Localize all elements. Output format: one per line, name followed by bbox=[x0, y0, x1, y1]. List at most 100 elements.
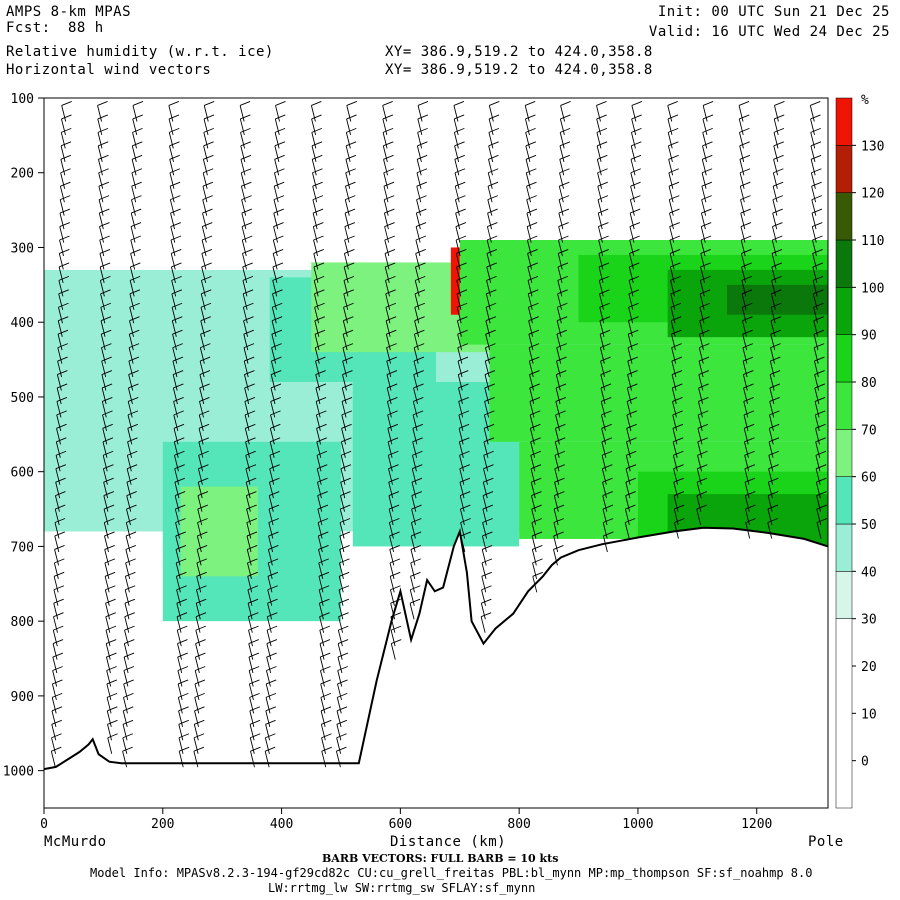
wind-barb-shaft bbox=[525, 145, 531, 162]
wind-barb-flag bbox=[172, 329, 183, 335]
wind-barb-flag bbox=[629, 208, 641, 214]
wind-barb-shaft bbox=[54, 535, 60, 553]
wind-barb-shaft bbox=[700, 266, 705, 284]
wind-barb-shaft bbox=[242, 280, 248, 297]
wind-barb-shaft bbox=[122, 751, 128, 768]
wind-barb-flag bbox=[486, 262, 497, 268]
wind-barb-shaft bbox=[670, 307, 676, 324]
wind-barb-flag bbox=[389, 544, 400, 550]
wind-barb-shaft bbox=[346, 105, 352, 122]
wind-barb-shaft bbox=[702, 105, 708, 122]
wind-barb-flag bbox=[410, 571, 421, 577]
wind-barb-shaft bbox=[274, 145, 280, 162]
wind-barb-shaft bbox=[483, 468, 488, 485]
wind-barb-flag bbox=[105, 598, 116, 604]
wind-barb-flag bbox=[51, 706, 63, 712]
wind-barb-shaft bbox=[246, 522, 252, 539]
wind-barb-shaft bbox=[198, 414, 204, 431]
wind-barb-flag bbox=[241, 222, 253, 227]
wind-barb-shaft bbox=[58, 253, 64, 270]
wind-barb-flag bbox=[815, 450, 827, 456]
wind-barb-flag bbox=[52, 679, 63, 685]
wind-barb-flag bbox=[626, 410, 638, 416]
wind-barb-shaft bbox=[770, 293, 776, 310]
wind-barb-flag bbox=[244, 410, 256, 416]
wind-barb-shaft bbox=[416, 159, 422, 176]
wind-barb-shaft bbox=[269, 482, 274, 499]
wind-barb-flag bbox=[202, 208, 213, 214]
wind-barb-shaft bbox=[625, 455, 631, 472]
wind-barb-shaft bbox=[813, 320, 819, 337]
wind-barb-flag bbox=[415, 222, 427, 227]
barb-vector-note: BARB VECTORS: FULL BARB = 10 kts bbox=[322, 852, 559, 865]
wind-barb-flag bbox=[247, 598, 259, 604]
wind-barb-shaft bbox=[488, 145, 494, 162]
wind-barb-flag bbox=[630, 154, 642, 160]
wind-barb-shaft bbox=[772, 199, 778, 216]
wind-barb-shaft bbox=[768, 455, 774, 472]
wind-barb-shaft bbox=[202, 159, 208, 176]
wind-barb-flag bbox=[527, 235, 538, 241]
wind-barb-shaft bbox=[270, 360, 276, 378]
wind-barb-flag bbox=[744, 423, 755, 429]
wind-barb-shaft bbox=[740, 226, 746, 243]
wind-barb-shaft bbox=[627, 334, 633, 351]
wind-barb-flag bbox=[106, 652, 117, 658]
wind-barb-shaft bbox=[193, 724, 199, 741]
wind-barb-shaft bbox=[599, 320, 605, 337]
wind-barb-flag bbox=[248, 639, 259, 644]
wind-barb-shaft bbox=[107, 737, 113, 754]
wind-barb-flag bbox=[273, 195, 285, 201]
end-point-label: Pole bbox=[808, 834, 844, 850]
wind-barb-flag bbox=[339, 518, 351, 523]
wind-barb-shaft bbox=[811, 226, 817, 243]
wind-barb-flag bbox=[100, 302, 111, 308]
wind-barb-shaft bbox=[630, 145, 636, 162]
colorbar-tick-label: 40 bbox=[861, 565, 877, 580]
wind-barb-shaft bbox=[528, 320, 534, 337]
wind-barb-shaft bbox=[240, 186, 246, 203]
wind-barb-shaft bbox=[55, 455, 61, 472]
wind-barb-flag bbox=[484, 383, 495, 389]
wind-barb-flag bbox=[699, 302, 711, 308]
wind-barb-flag bbox=[313, 262, 325, 268]
wind-barb-shaft bbox=[767, 482, 773, 499]
wind-barb-flag bbox=[173, 370, 184, 375]
wind-barb-flag bbox=[413, 383, 424, 389]
wind-barb-shaft bbox=[387, 441, 393, 458]
wind-barb-shaft bbox=[412, 428, 418, 445]
wind-barb-flag bbox=[772, 181, 784, 187]
wind-barb-shaft bbox=[171, 266, 176, 284]
wind-barb-flag bbox=[697, 450, 708, 456]
wind-barb-shaft bbox=[245, 455, 251, 472]
wind-barb-flag bbox=[105, 612, 116, 618]
wind-barb-flag bbox=[249, 679, 260, 685]
wind-barb-shaft bbox=[174, 468, 180, 485]
wind-barb-flag bbox=[336, 733, 347, 739]
wind-barb-flag bbox=[599, 289, 610, 295]
wind-barb-flag bbox=[194, 679, 206, 685]
wind-barb-shaft bbox=[813, 347, 819, 364]
wind-barb-flag bbox=[457, 316, 468, 322]
wind-barb-flag bbox=[56, 410, 67, 416]
wind-barb-shaft bbox=[599, 334, 605, 351]
wind-barb-shaft bbox=[51, 737, 56, 754]
wind-barb-flag bbox=[739, 168, 751, 174]
wind-barb-flag bbox=[484, 397, 495, 402]
wind-barb-shaft bbox=[320, 724, 326, 741]
wind-barb-shaft bbox=[738, 118, 744, 136]
y-tick-label: 900 bbox=[11, 690, 34, 705]
wind-barb-shaft bbox=[389, 562, 395, 579]
wind-barb-flag bbox=[554, 491, 565, 497]
wind-barb-shaft bbox=[272, 293, 277, 310]
wind-barb-shaft bbox=[382, 105, 388, 122]
wind-barb-flag bbox=[702, 141, 713, 147]
wind-barb-flag bbox=[175, 544, 187, 550]
wind-barb-flag bbox=[271, 316, 283, 322]
wind-barb-flag bbox=[100, 275, 111, 281]
wind-barb-flag bbox=[54, 558, 65, 564]
wind-barb-shaft bbox=[318, 562, 324, 579]
wind-barb-shaft bbox=[553, 495, 559, 512]
wind-barb-flag bbox=[127, 437, 138, 443]
wind-barb-flag bbox=[417, 141, 428, 147]
